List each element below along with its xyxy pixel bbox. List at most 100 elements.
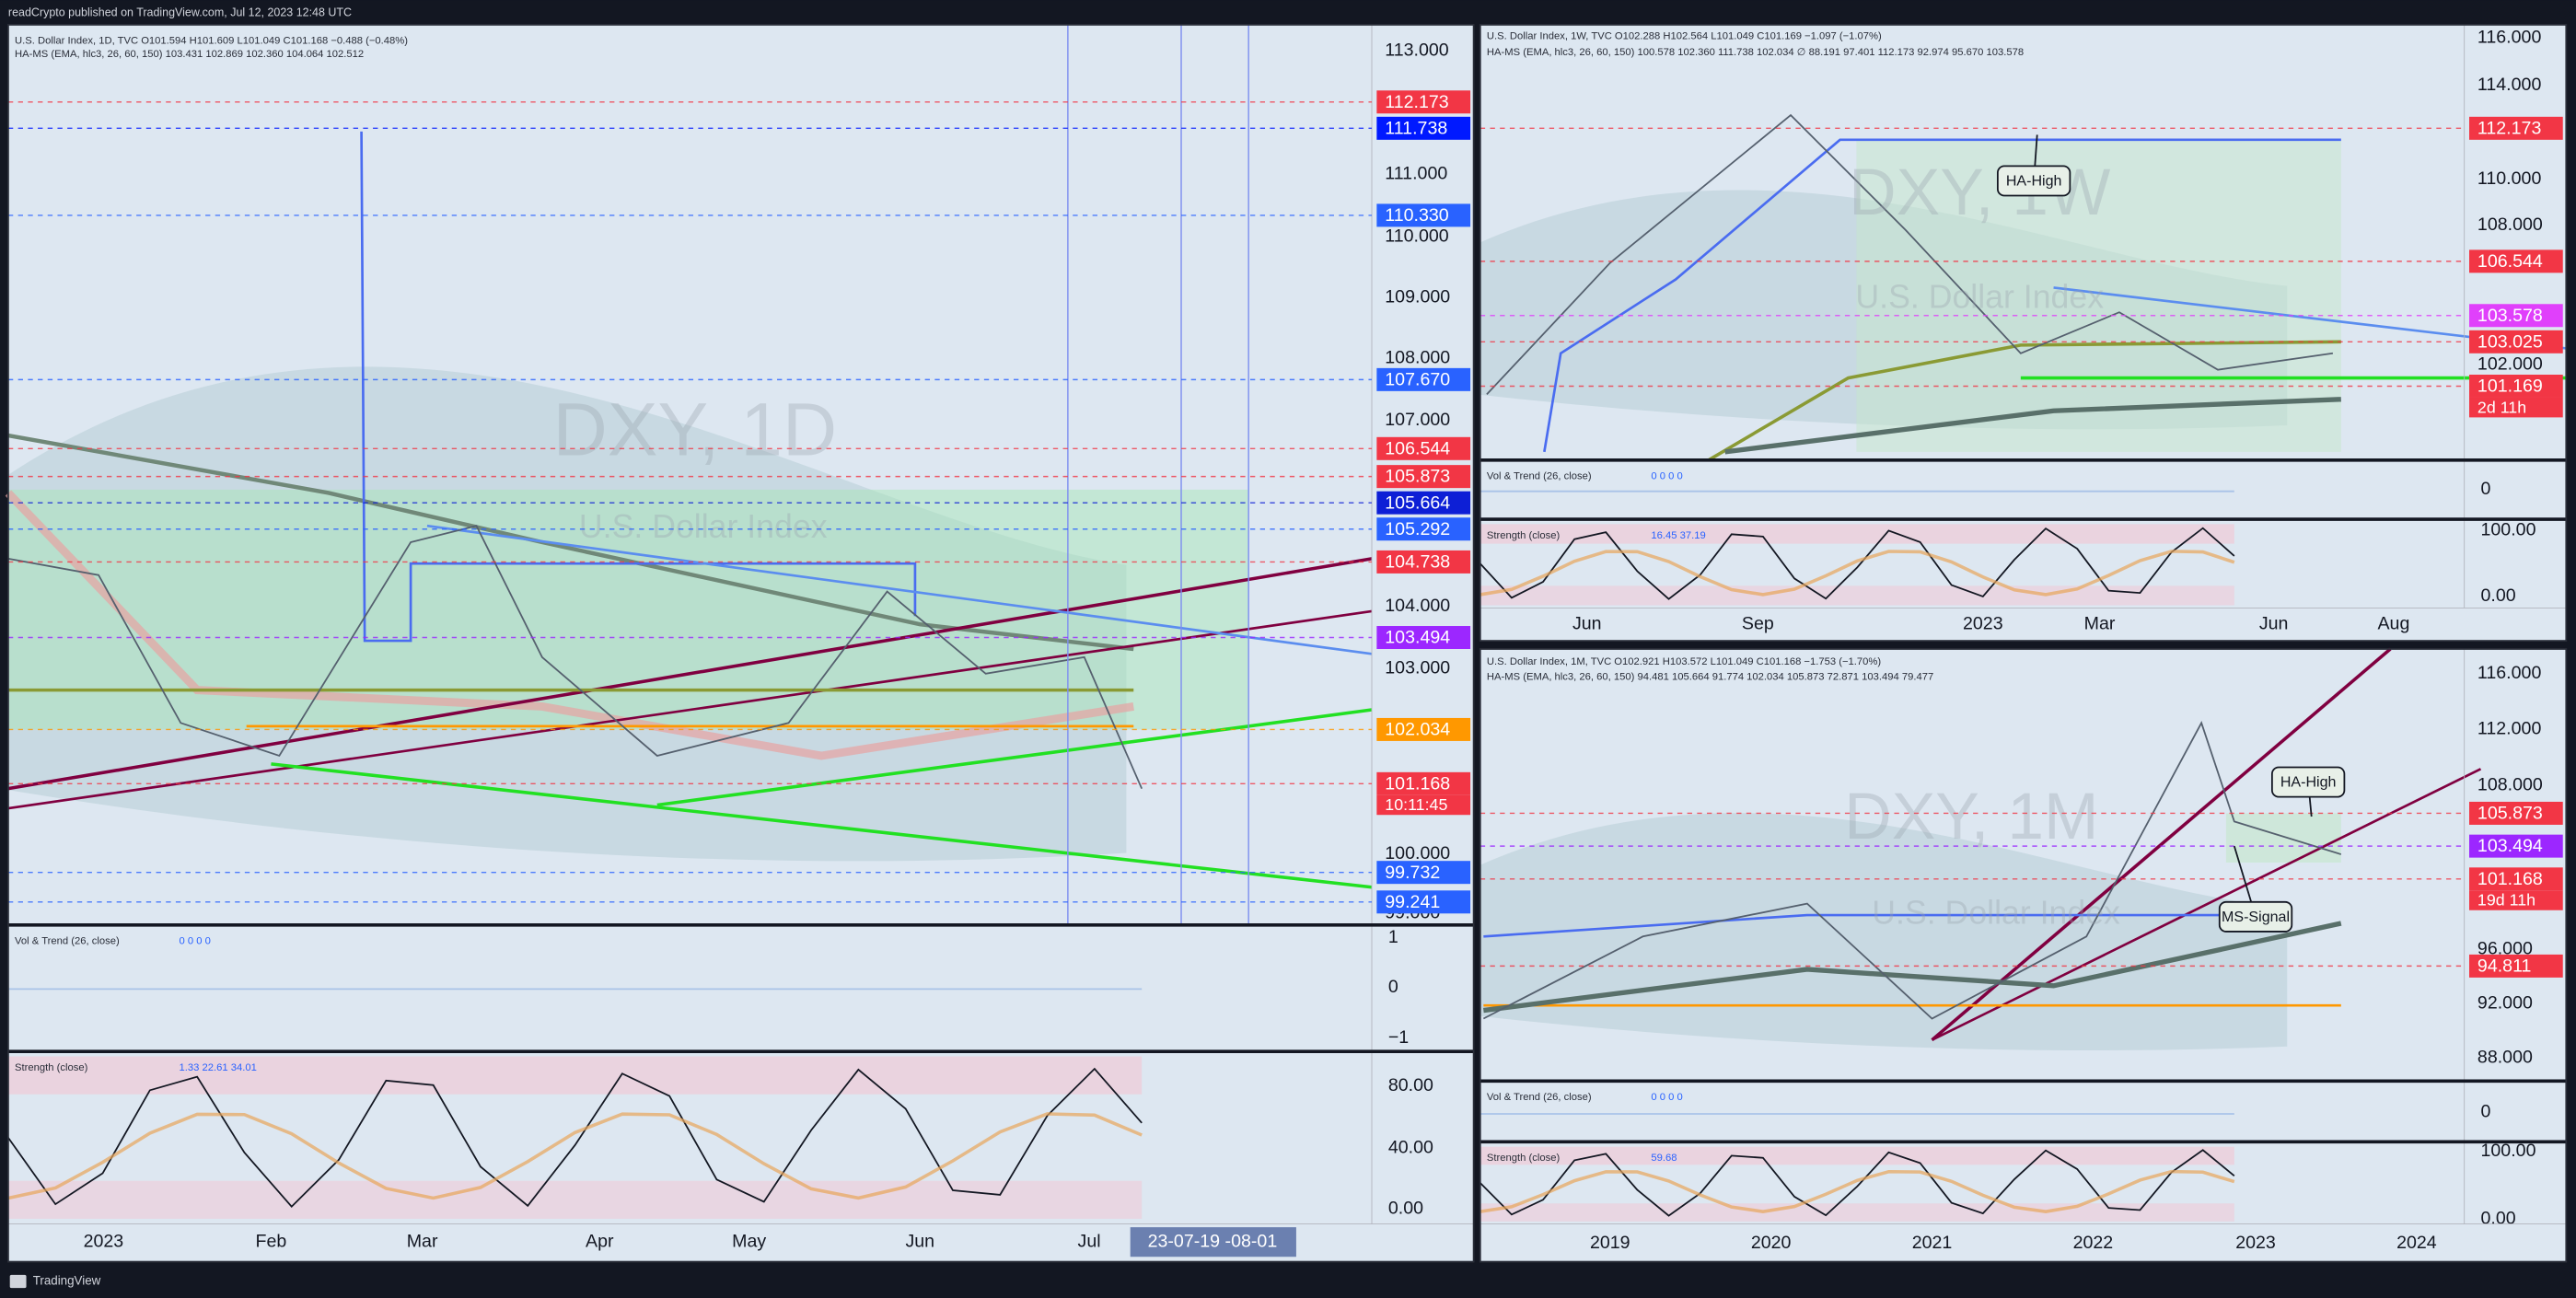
pane-legend-values: 0 0 0 0	[1651, 471, 1682, 482]
price-tick-label: 96.000	[2477, 939, 2533, 959]
countdown: 19d 11h	[2477, 891, 2535, 910]
indicator-line	[7, 557, 1373, 791]
pane-tick-label: 0.00	[2481, 1208, 2516, 1228]
price-label-box	[1376, 436, 1471, 460]
price-label-box	[2469, 304, 2563, 328]
pane-tick-label: 0.00	[2481, 585, 2516, 606]
pane-tick-label: 80.00	[1388, 1075, 1433, 1095]
price-label: 104.738	[1385, 552, 1450, 573]
countdown: 10:11:45	[1385, 795, 1447, 814]
green-zone	[1856, 139, 2341, 452]
price-tick-label: 113.000	[1385, 41, 1449, 61]
price-label-box	[2469, 374, 2563, 398]
time-tick-label: Mar	[407, 1231, 438, 1251]
price-tick-label: 114.000	[2477, 75, 2542, 95]
watermark-subtitle: U.S. Dollar Index	[579, 508, 828, 545]
watermark-subtitle: U.S. Dollar Index	[1872, 895, 2120, 932]
annotation: HA-High	[2280, 774, 2337, 791]
pane-legend-values: 0 0 0 0	[1651, 1092, 1682, 1103]
price-label: 101.168	[2477, 869, 2543, 889]
price-label-box	[1376, 626, 1471, 649]
price-label-box	[2469, 867, 2563, 891]
indicator-line	[7, 1112, 1143, 1200]
price-tick-label: 112.000	[2477, 719, 2542, 739]
pane-tick-label: 100.00	[2481, 520, 2536, 540]
time-tick-label: 2023	[84, 1231, 124, 1251]
price-label: 103.494	[2477, 836, 2543, 856]
price-label: 101.169	[2477, 377, 2543, 397]
indicator-line	[1543, 138, 2341, 453]
legend-line: U.S. Dollar Index, 1W, TVC O102.288 H102…	[1487, 30, 1882, 41]
indicator-line	[1479, 1149, 2235, 1217]
price-label-box	[1376, 90, 1471, 114]
time-tick-label: May	[732, 1231, 766, 1251]
indicator-line	[656, 708, 1373, 807]
price-label: 103.578	[2477, 306, 2543, 326]
strength-zone-top	[7, 1056, 1143, 1095]
watermark-subtitle: U.S. Dollar Index	[1855, 278, 2104, 315]
price-label: 107.670	[1385, 369, 1450, 389]
price-label-box	[1376, 771, 1471, 795]
price-label: 105.873	[1385, 467, 1450, 487]
time-tick-label: Sep	[1742, 613, 1774, 633]
countdown: 2d 11h	[2477, 398, 2526, 416]
legend-line: HA-MS (EMA, hlc3, 26, 60, 150) 103.431 1…	[15, 49, 364, 60]
time-tick-label: 2021	[1912, 1233, 1953, 1253]
price-label-box	[1376, 861, 1471, 885]
price-label: 94.811	[2477, 956, 2532, 976]
indicator-line	[7, 525, 1143, 790]
watermark: DXY, 1W	[1849, 156, 2111, 229]
time-tick-label: Jul	[1078, 1231, 1101, 1251]
price-tick-label: 108.000	[2477, 774, 2543, 794]
pane-legend: Vol & Trend (26, close)	[1487, 1092, 1592, 1103]
footer: TradingView	[33, 1274, 101, 1288]
time-tick-label: 2020	[1751, 1233, 1792, 1253]
pane-tick-label: 100.00	[2481, 1141, 2536, 1161]
pane-tick-label: 40.00	[1388, 1138, 1433, 1158]
price-label-box	[2469, 249, 2563, 273]
strength-zone-bottom	[1479, 1203, 2234, 1222]
pane-legend-values: 16.45 37.19	[1651, 530, 1705, 541]
price-label: 112.173	[1385, 92, 1449, 112]
price-label-box	[1376, 491, 1471, 515]
price-label: 102.034	[1385, 720, 1450, 740]
indicator-line	[1479, 550, 2235, 597]
pane-legend: Strength (close)	[15, 1062, 88, 1073]
time-tick-label: Jun	[905, 1231, 934, 1251]
price-tick-label: 116.000	[2477, 27, 2542, 47]
time-tick-label: Jun	[1572, 613, 1602, 633]
price-tick-label: 102.000	[2477, 353, 2543, 374]
time-tick-label: 2022	[2073, 1233, 2114, 1253]
price-tick-label: 108.000	[2477, 214, 2543, 235]
price-label-box	[1376, 890, 1471, 914]
logo	[9, 1274, 27, 1289]
annotation-box	[1996, 165, 2071, 197]
pane-legend-values: 59.68	[1651, 1153, 1677, 1164]
annotation-box	[2218, 900, 2293, 933]
indicator-line	[1479, 1169, 2235, 1213]
indicator-line	[5, 490, 1134, 760]
pane-legend: Strength (close)	[1487, 1153, 1561, 1164]
cloud-band	[7, 366, 1127, 862]
strength-zone-bottom	[1479, 585, 2234, 606]
pane-tick-label: 0.00	[1388, 1199, 1423, 1219]
price-label: 105.292	[1385, 519, 1450, 539]
indicator-line	[1931, 768, 2482, 1041]
price-label-box	[2469, 954, 2563, 978]
price-tick-label: 100.000	[1385, 843, 1450, 863]
time-tick-label: 2024	[2396, 1233, 2437, 1253]
indicator-line	[1707, 340, 2341, 462]
green-zone	[2225, 813, 2341, 863]
price-tick-label: 92.000	[2477, 993, 2533, 1014]
price-label: 105.873	[2477, 804, 2543, 824]
legend-line: U.S. Dollar Index, 1M, TVC O102.921 H103…	[1487, 656, 1881, 667]
pane-tick-label: 0	[2481, 1101, 2491, 1121]
price-tick-label: 88.000	[2477, 1048, 2533, 1068]
indicator-line	[1724, 397, 2341, 455]
price-label: 105.664	[1385, 493, 1450, 513]
price-label-box	[1376, 517, 1471, 541]
pane-legend: Vol & Trend (26, close)	[1487, 471, 1592, 482]
indicator-line	[1483, 921, 2342, 1014]
